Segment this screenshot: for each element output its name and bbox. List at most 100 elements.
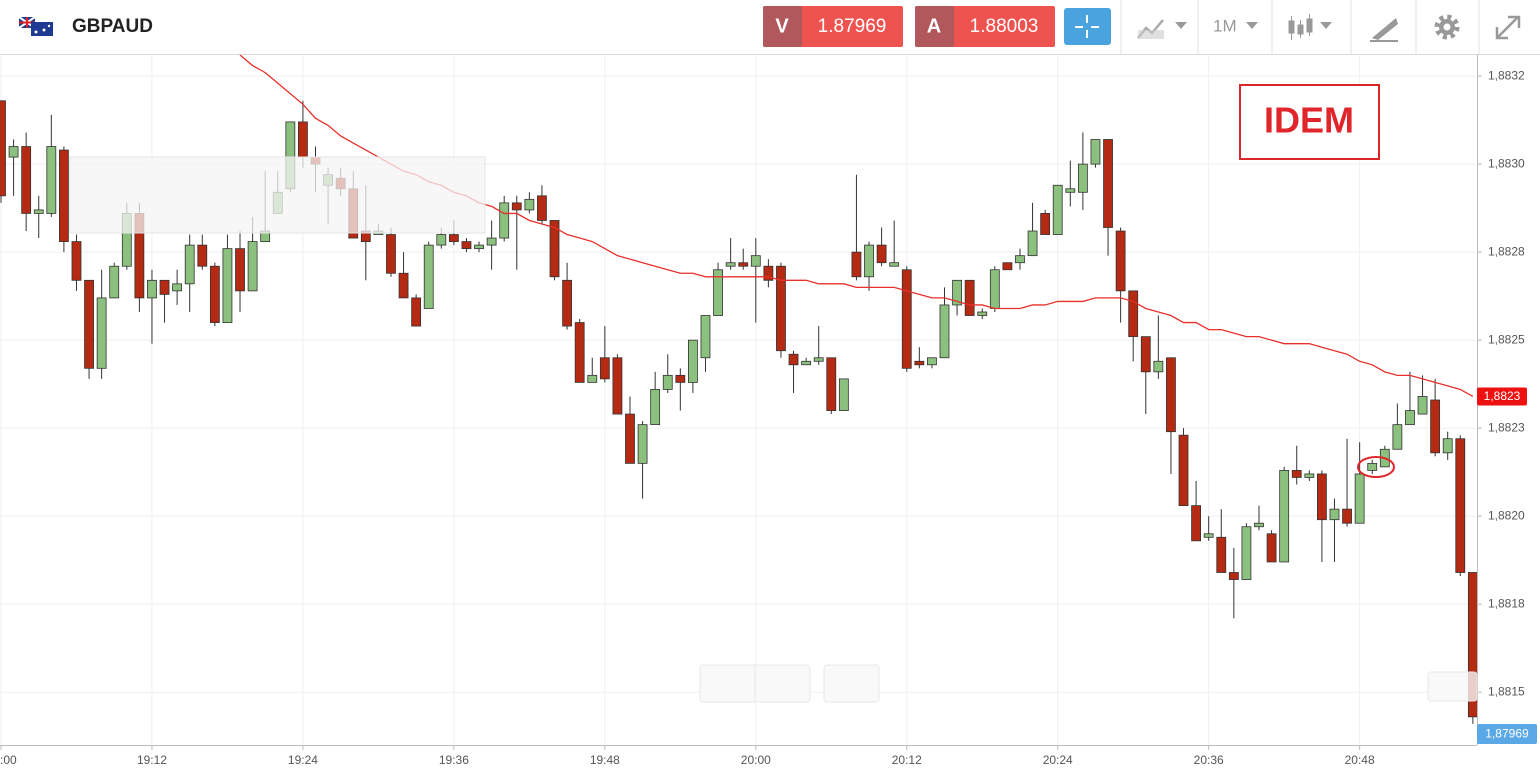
x-tick-label: 20:36 — [1194, 753, 1224, 767]
drawing-button[interactable] — [1370, 18, 1398, 42]
y-tick-label: 1,8815 — [1488, 684, 1525, 698]
candle-body — [1153, 360, 1164, 373]
buy-button[interactable]: A 1.88003 — [915, 6, 1055, 47]
sell-price: 1.87969 — [818, 16, 887, 37]
candle-body — [599, 357, 610, 380]
candle-body — [725, 262, 736, 267]
candle-body — [587, 374, 598, 383]
info-panel — [69, 156, 486, 234]
settings-button[interactable] — [1434, 14, 1460, 40]
candle-body — [1103, 139, 1113, 228]
candle-body — [1291, 470, 1302, 478]
x-tick-label: 19:48 — [590, 753, 620, 767]
candle-body — [96, 297, 107, 369]
candle-body — [1191, 505, 1201, 542]
candle-body — [1077, 163, 1088, 193]
candle-body — [763, 265, 774, 281]
candle-body — [1216, 536, 1227, 573]
x-tick-label: 20:00 — [741, 753, 771, 767]
candle-body — [511, 202, 522, 211]
x-tick-label: 20:24 — [1043, 753, 1073, 767]
candle-body — [197, 244, 208, 267]
candle-body — [474, 244, 484, 250]
candle-body — [461, 241, 472, 250]
reset-control[interactable] — [823, 664, 880, 703]
fullscreen-button[interactable] — [1495, 15, 1521, 40]
y-tick-label: 1,8823 — [1488, 420, 1525, 434]
candle-body — [1015, 255, 1025, 264]
candle-body — [235, 248, 245, 292]
candle-body — [1279, 470, 1290, 563]
candle-body — [159, 279, 170, 295]
timeframe: 1M — [1213, 16, 1237, 35]
annotation: IDEM — [1264, 100, 1354, 141]
annotation-box: IDEM — [1239, 84, 1380, 160]
candle-body — [436, 234, 447, 246]
candle-body — [964, 279, 975, 316]
chart-type-button[interactable] — [1288, 14, 1332, 40]
timeframe-button[interactable]: 1M — [1213, 16, 1258, 35]
y-tick-label: 1,8830 — [1488, 156, 1525, 170]
candle-body — [222, 248, 233, 323]
candle-body — [876, 244, 887, 264]
candle-body — [0, 100, 6, 197]
ma-tag — [1477, 387, 1527, 406]
candle-body — [33, 209, 44, 214]
candle-body — [1241, 526, 1252, 580]
candle-body — [247, 241, 258, 292]
sell-label: V — [775, 15, 789, 37]
candle-body — [1354, 473, 1365, 524]
candle-body — [1367, 462, 1378, 471]
x-tick-label: :00 — [0, 753, 17, 767]
candle-body — [549, 220, 560, 278]
candle-body — [864, 244, 874, 278]
candle-body — [486, 237, 497, 246]
y-tick-label: 1,8832 — [1488, 68, 1525, 82]
scroll-control[interactable] — [1427, 671, 1478, 702]
sell-button[interactable]: V 1.87969 — [763, 6, 903, 47]
candle-body — [637, 424, 648, 464]
y-tick-label: 1,8818 — [1488, 596, 1525, 610]
candle-body — [889, 262, 900, 267]
price-tag: 1,87969 — [1477, 724, 1537, 744]
candle-body — [1392, 424, 1403, 450]
candle-body — [989, 269, 1000, 309]
candle-body — [1090, 139, 1101, 165]
candle-body — [713, 269, 723, 316]
buy-label: A — [927, 15, 941, 37]
candle-body — [1178, 434, 1189, 507]
candle-body — [927, 357, 937, 366]
candle-body — [1317, 473, 1327, 521]
candle-body — [939, 304, 950, 359]
candle-body — [298, 121, 308, 158]
candle-body — [700, 315, 711, 359]
crosshair-button[interactable] — [1064, 8, 1111, 45]
candle-body — [826, 357, 837, 411]
candle-body — [1442, 438, 1453, 454]
candle-body — [1455, 438, 1466, 573]
candle-body — [813, 357, 824, 362]
candle-body — [650, 389, 661, 426]
candle-body — [1002, 262, 1013, 271]
candle-body — [71, 241, 82, 281]
buy-price: 1.88003 — [970, 16, 1039, 37]
candle-body — [1128, 290, 1139, 338]
candle-body — [59, 149, 69, 242]
candle-body — [46, 146, 57, 214]
candle-body — [901, 269, 912, 369]
candle-body — [625, 413, 635, 464]
candle-body — [1027, 230, 1038, 257]
candle-body — [675, 374, 686, 383]
candle-body — [1405, 410, 1415, 426]
y-tick-label: 1,8820 — [1488, 508, 1525, 522]
candle-body — [1254, 522, 1264, 528]
indicator-button[interactable] — [1137, 19, 1187, 39]
candle-body — [1266, 533, 1277, 563]
candle-body — [84, 279, 94, 369]
candle-body — [788, 353, 799, 366]
candle-body — [537, 195, 547, 221]
candle-body — [1115, 230, 1126, 292]
candle-body — [1040, 213, 1051, 235]
